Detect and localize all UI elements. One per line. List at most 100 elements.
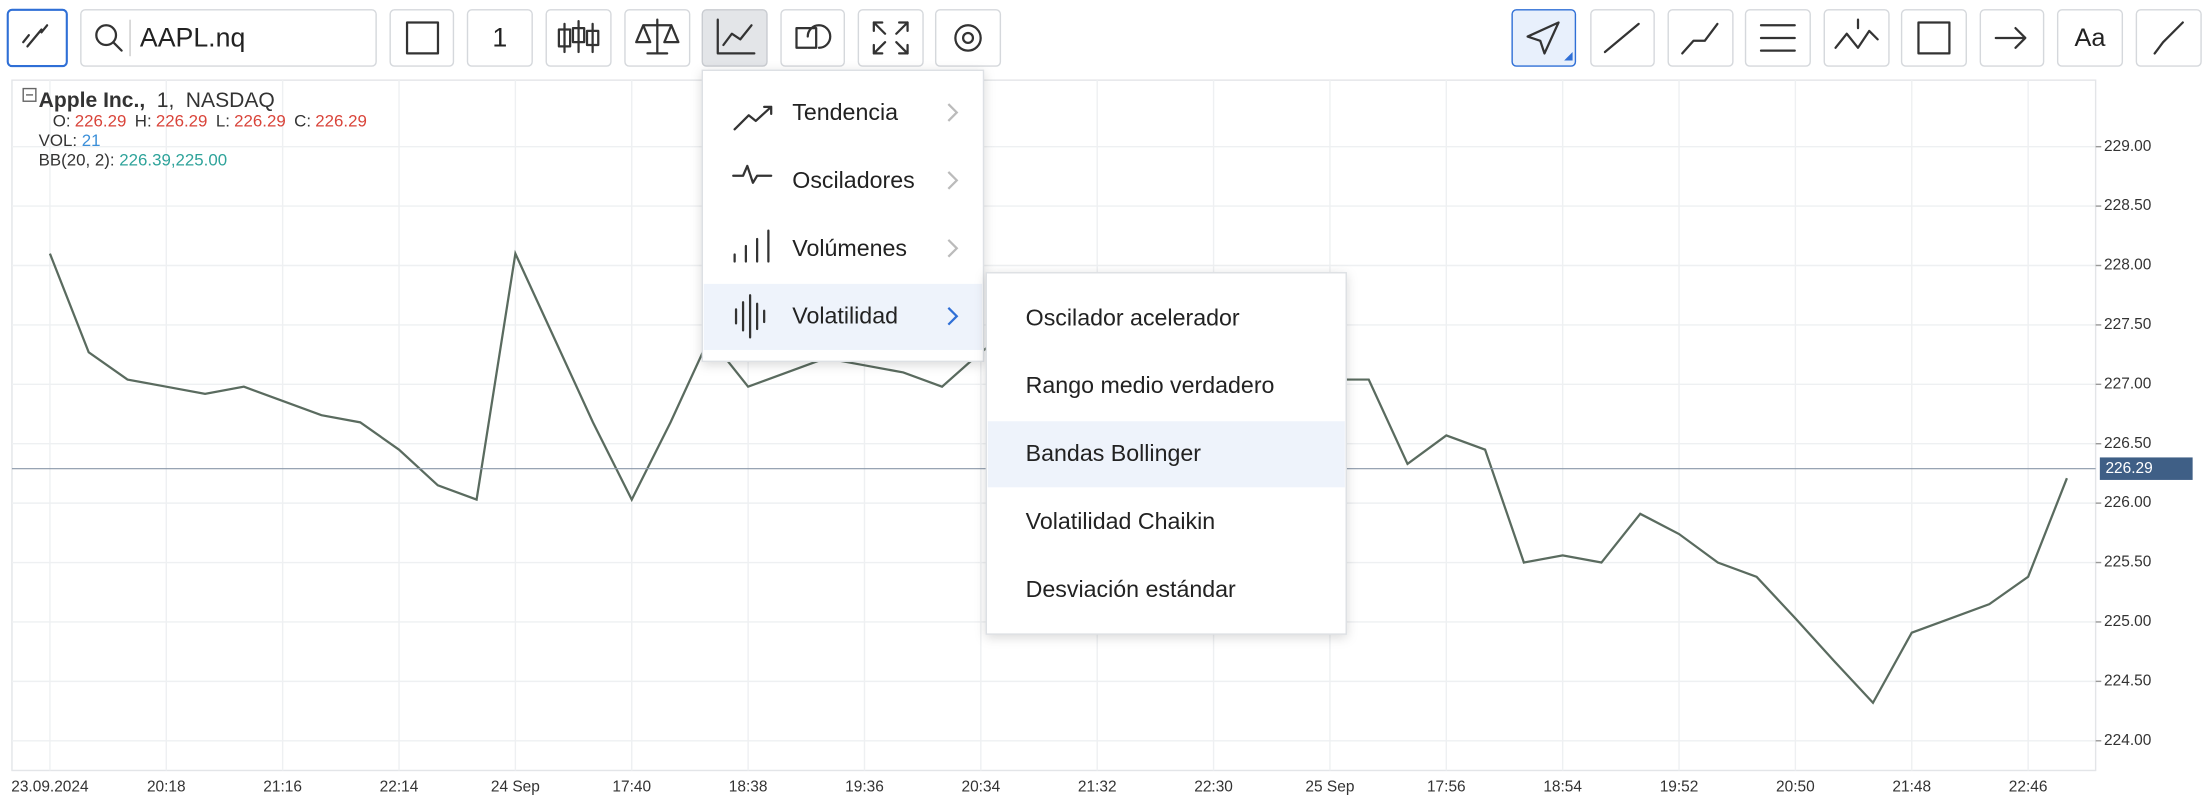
y-tick-label: 229.00 [2104,138,2151,155]
candles-icon [557,19,600,54]
last-price-tag [2099,457,2193,480]
text-tool: Aa [2075,24,2107,52]
settings-button[interactable] [934,9,1002,67]
y-tick-label: 227.50 [2104,316,2151,333]
search-box[interactable] [80,9,377,67]
ohlc-value: 226.29 [75,112,127,131]
x-tick-label: 25 Sep [1305,778,1354,795]
search-icon [95,24,118,47]
path-button[interactable] [1667,9,1734,67]
ohlc-label: H: [135,112,152,131]
fib-icon [1759,24,1796,52]
y-tick-label: 225.50 [2104,554,2151,571]
submenu-item[interactable]: Volatilidad Chaikin [1026,508,1216,534]
x-tick-label: 19:52 [1660,778,1699,795]
bb-label: BB(20, 2): [39,151,115,170]
settings-icon [954,24,982,52]
ohlc-label: O: [53,112,71,131]
menu-icon [732,164,773,184]
link-icon [22,24,49,48]
toolbar: AAPL.nq 1 Aa [6,8,2202,68]
link-button[interactable] [6,8,68,68]
menu-item[interactable]: Volatilidad [792,303,898,329]
legend-title: Apple Inc., 1, NASDAQ [39,89,275,112]
legend-ohlc: O: 226.29 H: 226.29 L: 226.29 C: 226.29 [53,112,367,131]
x-tick-label: 20:18 [147,778,186,795]
menu-item[interactable]: Volúmenes [792,235,907,261]
rectangle-button[interactable] [1900,9,1967,67]
chart: 224.00 224.50 225.00 225.50 226.00 226.50 227.… [11,79,2193,795]
cursor-button[interactable] [1511,9,1577,67]
arrow-icon [1994,26,2027,49]
vol-label: VOL: [39,131,77,150]
last-price-label: 226.29 [2105,460,2152,477]
ohlc-value: 226.29 [234,112,286,131]
menu-icon [733,105,773,131]
y-tick-label: 224.00 [2104,732,2151,749]
scales-icon [635,18,680,55]
y-tick-label: 226.00 [2104,494,2151,511]
chevron [947,103,959,122]
corner-mark [1564,52,1573,61]
fullscreen-button[interactable] [857,9,924,67]
submenu-item-highlight [987,421,1345,488]
submenu-item[interactable]: Rango medio verdadero [1026,372,1275,398]
legend-name: Apple Inc., [39,89,146,112]
line-icon [1603,22,1640,54]
ohlc-value: 226.29 [315,112,367,131]
pattern-icon [1834,18,1879,49]
cursor-icon [1526,21,1560,55]
shapes-button[interactable] [780,9,846,67]
volatility-submenu: Oscilador acelerador Rango medio verdader… [985,272,1347,635]
indicators-button[interactable] [701,9,768,67]
chevron [947,306,959,326]
submenu-item[interactable]: Oscilador acelerador [1026,304,1240,330]
x-tick-label: 20:34 [962,778,1001,795]
collapse-icon[interactable] [22,87,37,102]
rectangle-icon [1917,21,1951,55]
path-icon [1681,22,1719,55]
y-tick-label: 225.00 [2104,613,2151,630]
indicators-icon [716,18,756,55]
legend-interval: 1, [157,89,175,112]
legend-exchange: NASDAQ [186,89,275,112]
y-tick-label: 224.50 [2104,672,2151,689]
text-button[interactable] [2056,9,2124,67]
x-tick-label: 21:48 [1892,778,1931,795]
x-tick-label: 17:56 [1427,778,1466,795]
indicator-menu: Tendencia Osciladores Volúmenes Volatilidad [701,69,985,363]
chart-type-button[interactable] [389,9,455,67]
shapes-icon [795,24,832,49]
ohlc-label: C: [294,112,311,131]
x-tick-label: 21:16 [263,778,302,795]
legend-bb: BB(20, 2): 226.39,225.00 [39,151,227,170]
brush-icon [2153,21,2184,55]
submenu-item[interactable]: Bandas Bollinger [1026,440,1202,466]
menu-icon [733,229,770,263]
fullscreen-icon [872,21,909,55]
legend: Apple Inc., 1, NASDAQ O: 226.29 H: 226.29 L:… [22,87,367,170]
interval: 1 [492,22,507,52]
y-tick-label: 227.00 [2104,375,2151,392]
bb-value: 226.39,225.00 [119,151,227,170]
pattern-button[interactable] [1823,9,1890,67]
chevron [947,171,959,190]
ohlc-value: 226.29 [156,112,208,131]
ohlc-label: L: [216,112,230,131]
x-tick-label: 21:32 [1078,778,1117,795]
symbol: AAPL.nq [140,22,245,52]
search-icon [112,41,123,52]
interval-button[interactable] [466,9,533,67]
x-tick-label: 18:54 [1543,778,1582,795]
menu-item[interactable]: Tendencia [792,99,898,125]
menu-item[interactable]: Osciladores [792,167,914,193]
vol-value: 21 [82,131,101,150]
x-tick-label: 22:14 [380,778,419,795]
x-tick-label: 24 Sep [491,778,540,795]
x-tick-label: 18:38 [729,778,768,795]
y-tick-label: 228.50 [2104,197,2151,214]
submenu-item[interactable]: Desviación estándar [1026,576,1236,602]
square-icon [405,21,440,55]
x-tick-label: 20:50 [1776,778,1815,795]
